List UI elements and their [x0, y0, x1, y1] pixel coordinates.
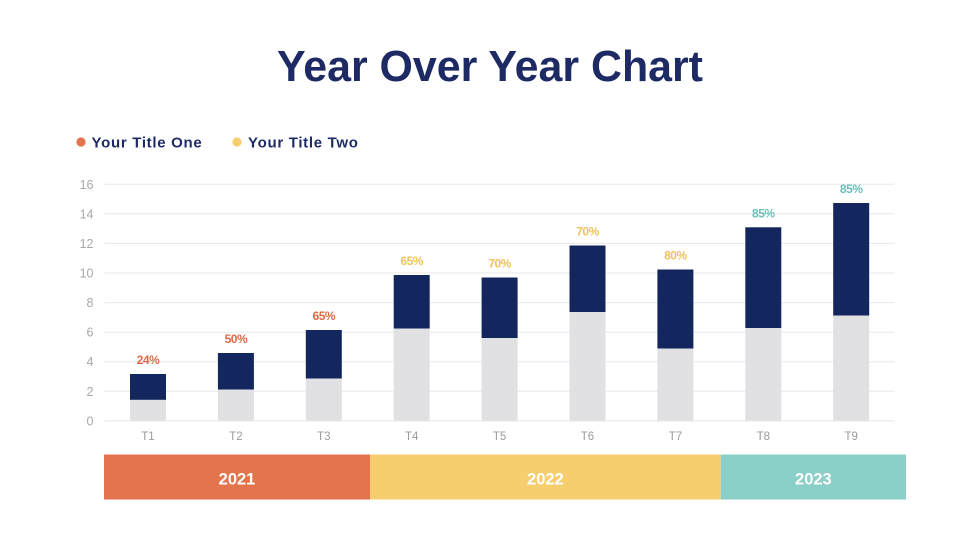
svg-text:12: 12: [80, 237, 94, 251]
svg-text:Year Over Year Chart: Year Over Year Chart: [277, 43, 703, 92]
svg-text:T4: T4: [405, 431, 419, 443]
svg-text:T5: T5: [493, 431, 506, 443]
svg-text:T8: T8: [757, 431, 770, 443]
svg-text:70%: 70%: [576, 225, 599, 239]
svg-text:80%: 80%: [664, 249, 687, 263]
svg-text:T6: T6: [581, 431, 594, 443]
svg-text:2: 2: [87, 385, 94, 399]
svg-text:2021: 2021: [219, 470, 256, 488]
svg-text:2022: 2022: [527, 470, 564, 488]
svg-text:2023: 2023: [795, 470, 832, 488]
svg-text:50%: 50%: [225, 332, 248, 346]
svg-text:10: 10: [80, 267, 94, 281]
svg-text:T2: T2: [229, 431, 242, 443]
svg-text:T1: T1: [141, 431, 154, 443]
svg-text:T7: T7: [669, 431, 682, 443]
svg-text:6: 6: [87, 326, 94, 340]
svg-text:4: 4: [87, 355, 94, 369]
svg-text:16: 16: [80, 178, 94, 192]
svg-text:85%: 85%: [840, 182, 863, 196]
svg-text:70%: 70%: [488, 257, 511, 271]
svg-text:0: 0: [87, 414, 94, 428]
svg-text:85%: 85%: [752, 206, 775, 220]
svg-text:T9: T9: [844, 431, 857, 443]
svg-text:Your Title Two: Your Title Two: [248, 135, 359, 152]
svg-text:Your Title One: Your Title One: [92, 135, 203, 152]
svg-text:8: 8: [87, 296, 94, 310]
svg-text:T3: T3: [317, 431, 330, 443]
svg-text:65%: 65%: [400, 254, 423, 268]
svg-text:65%: 65%: [313, 309, 336, 323]
svg-text:14: 14: [80, 207, 94, 221]
svg-text:24%: 24%: [137, 353, 160, 367]
